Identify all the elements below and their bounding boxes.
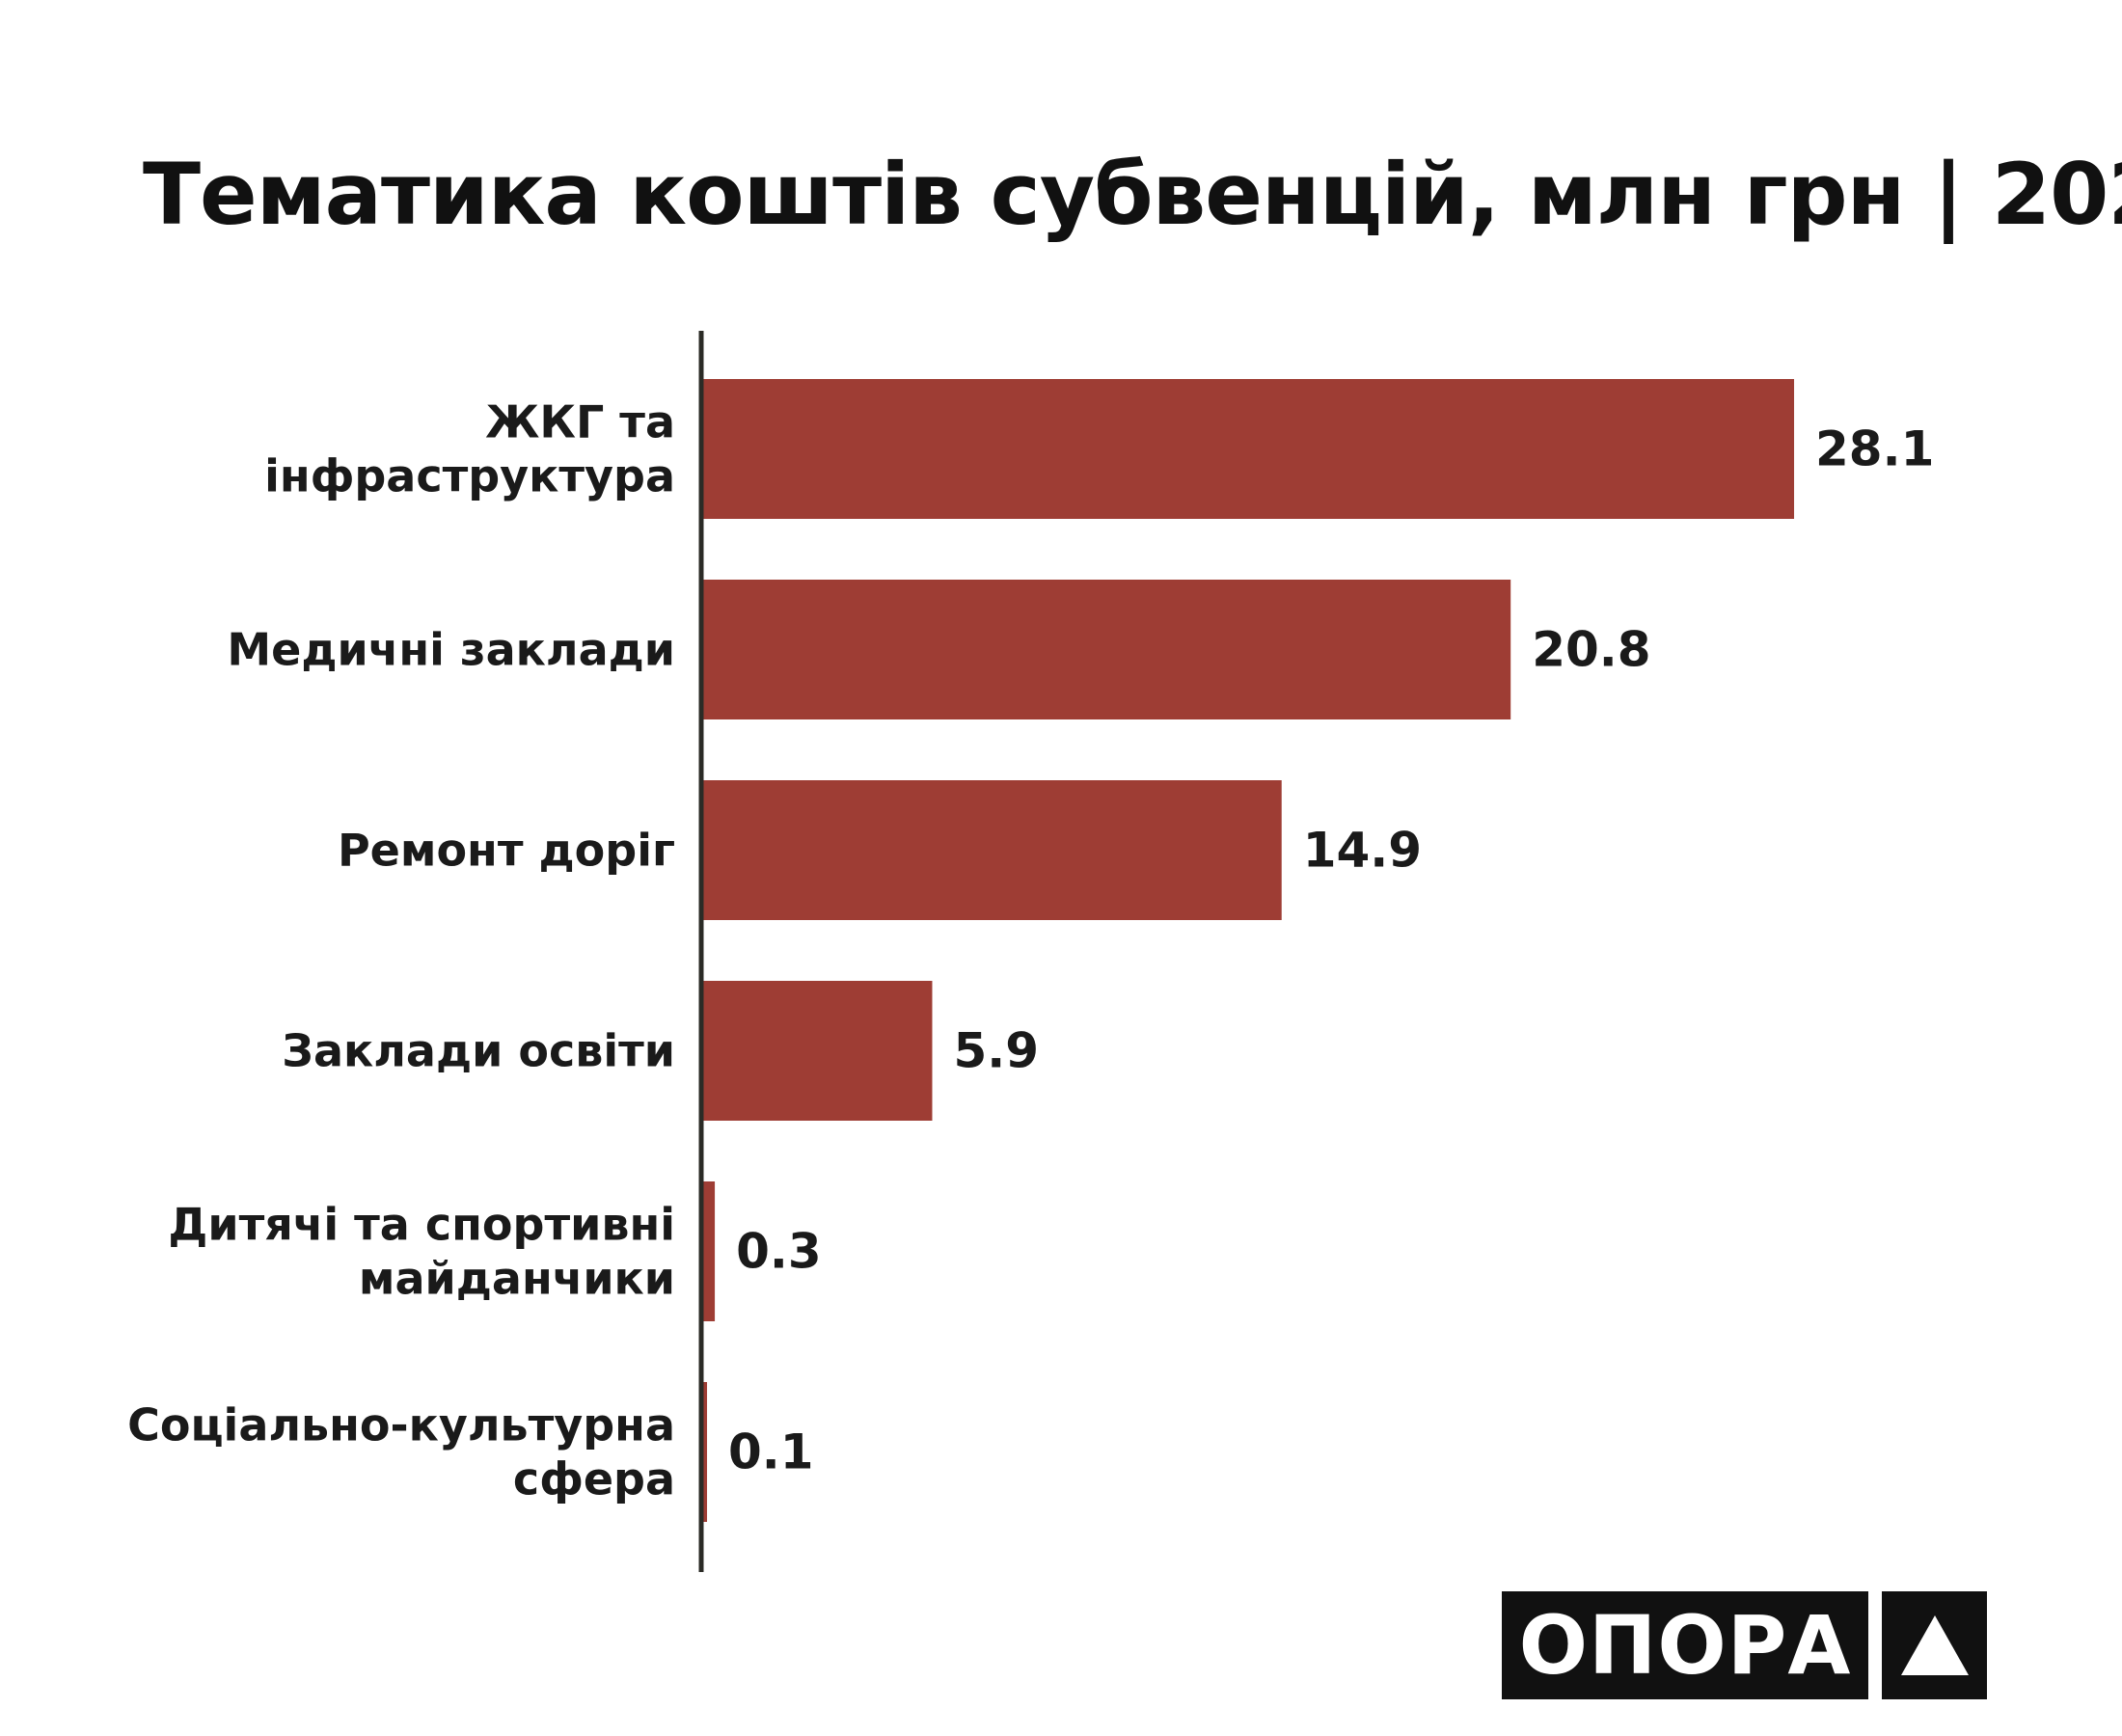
- chart-title: Тематика коштів субвенцій, млн грн | 202…: [143, 145, 2122, 244]
- bar-5: [703, 1382, 708, 1522]
- value-label-5: 0.1: [728, 1424, 814, 1480]
- bar-2: [703, 780, 1282, 920]
- logo-text: ОПОРА: [1502, 1591, 1868, 1699]
- bar-1: [703, 580, 1511, 719]
- value-label-1: 20.8: [1532, 622, 1650, 678]
- category-label-3: Заклади освіти: [282, 1025, 675, 1077]
- value-label-4: 0.3: [736, 1224, 822, 1280]
- value-label-3: 5.9: [953, 1023, 1039, 1079]
- category-label-4: Дитячі та спортивні майданчики: [168, 1199, 675, 1305]
- value-label-0: 28.1: [1815, 421, 1934, 477]
- category-labels: ЖКГ та інфраструктура Медичні заклади Ремон…: [127, 396, 675, 1505]
- value-label-2: 14.9: [1303, 823, 1422, 879]
- opora-logo: ОПОРА: [1502, 1591, 1987, 1699]
- bars-group: [703, 379, 1795, 1522]
- bar-4: [703, 1181, 716, 1321]
- category-label-0: ЖКГ та інфраструктура: [264, 396, 675, 502]
- category-label-2: Ремонт доріг: [338, 825, 675, 877]
- value-labels: 28.1 20.8 14.9 5.9 0.3 0.1: [728, 421, 1934, 1480]
- category-label-5: Соціально-культурна сфера: [127, 1399, 675, 1505]
- bar-0: [703, 379, 1795, 519]
- bar-3: [703, 981, 933, 1121]
- triangle-icon: [1882, 1591, 1987, 1699]
- category-label-1: Медичні заклади: [227, 624, 675, 676]
